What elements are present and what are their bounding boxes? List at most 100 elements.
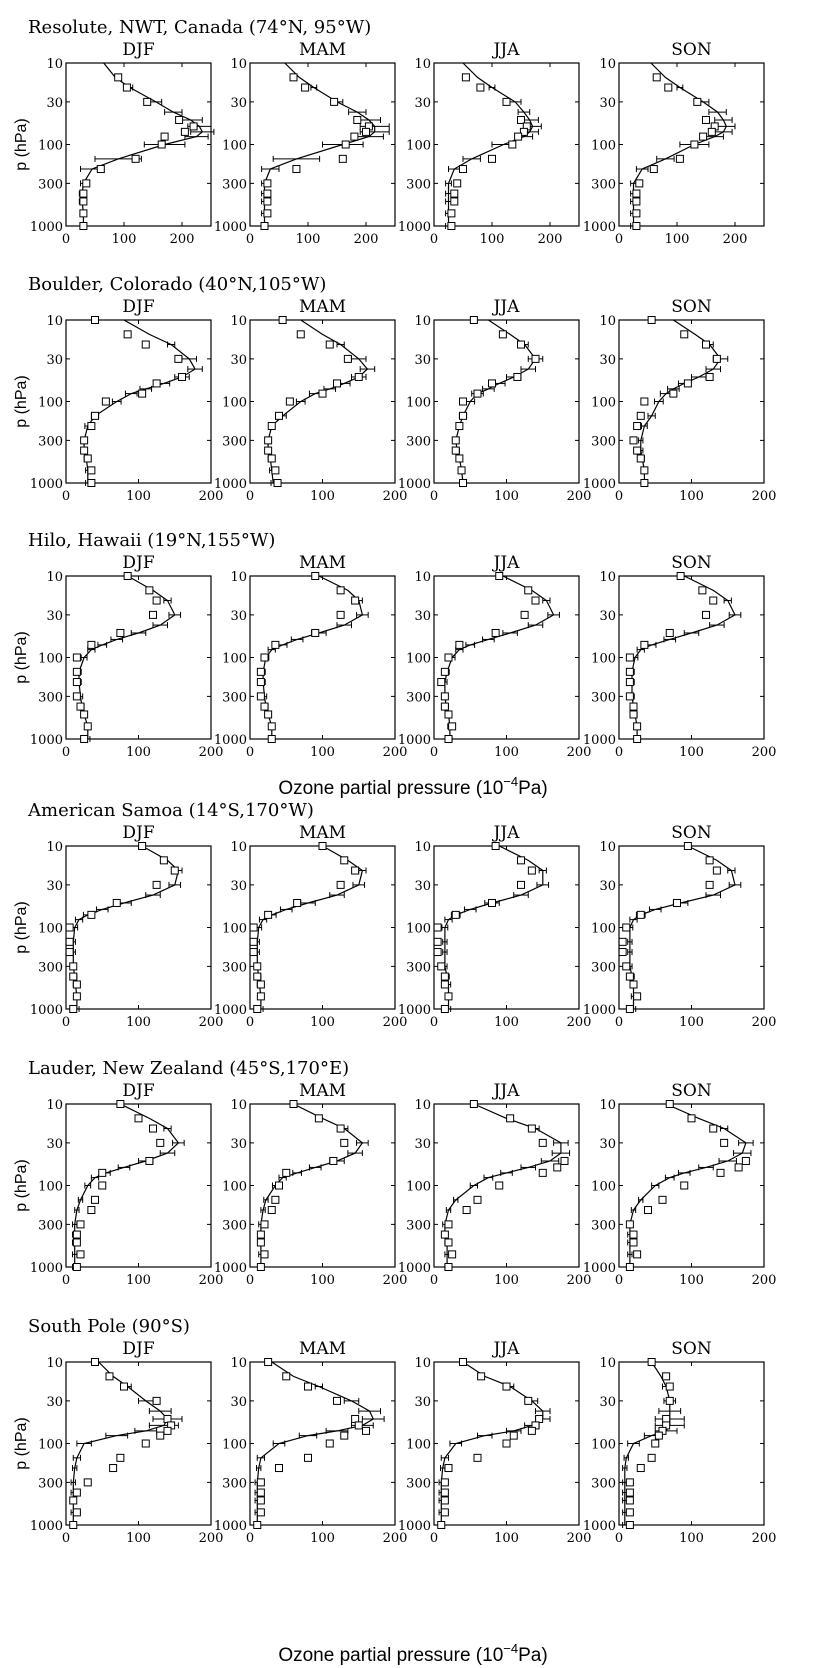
x-tick-label: 200 [199, 1015, 224, 1030]
observation-point [116, 628, 125, 637]
y-tick-label: 100 [222, 652, 247, 667]
season-title: MAM [299, 297, 346, 317]
y-tick-label: 300 [38, 1476, 63, 1491]
observation-point [253, 962, 262, 971]
observation-point [716, 1168, 725, 1177]
station-row: Hilo, Hawaii (19°N,155°W) p (hPa) DJF 10 30 1… [13, 530, 776, 760]
observation-point [440, 1005, 449, 1013]
observation-point [91, 411, 99, 420]
x-tick-label: 0 [430, 745, 438, 760]
y-tick-label: 30 [230, 879, 247, 894]
observation-point [665, 1382, 674, 1391]
season-title: SON [671, 1081, 712, 1101]
season-title: JJA [492, 297, 521, 317]
model-profile-line [267, 319, 369, 484]
observation-point [625, 692, 634, 701]
x-axis-label: Ozone partial pressure (10−4Pa) [278, 1641, 547, 1666]
observation-point [629, 436, 638, 445]
y-tick-label: 1000 [583, 733, 616, 748]
y-tick-label: 300 [222, 177, 247, 192]
observation-point [687, 1114, 696, 1123]
x-tick-label: 200 [383, 745, 408, 760]
observation-point [448, 722, 457, 731]
observation-point [263, 209, 272, 218]
station-title: Boulder, Colorado (40°N,105°W) [28, 274, 326, 295]
observation-point [709, 1124, 718, 1133]
observation-point [256, 1488, 265, 1497]
x-tick-label: 100 [310, 489, 335, 504]
observation-point [256, 1508, 265, 1517]
observation-point [450, 197, 459, 206]
x-tick-label: 200 [383, 489, 408, 504]
observation-point [440, 972, 449, 981]
observation-point [69, 962, 78, 971]
x-tick-label: 100 [310, 745, 335, 760]
y-tick-label: 30 [46, 879, 63, 894]
observation-point [702, 610, 710, 619]
observation-point [96, 165, 105, 174]
observation-point [437, 678, 446, 687]
observation-point [702, 340, 710, 349]
observation-point [116, 1453, 125, 1462]
observation-point [625, 1005, 634, 1013]
y-tick-label: 300 [591, 177, 616, 192]
observation-point [98, 1168, 107, 1177]
observation-point [278, 316, 287, 324]
observation-point [453, 179, 462, 188]
observation-point [260, 702, 269, 711]
y-tick-label: 30 [414, 609, 431, 624]
observation-point [633, 422, 642, 431]
observation-point [263, 189, 272, 198]
x-tick-label: 0 [430, 1273, 438, 1288]
observation-point [712, 354, 721, 363]
x-tick-label: 200 [199, 745, 224, 760]
y-tick-label: 100 [591, 1438, 616, 1453]
plot-frame [249, 1103, 396, 1268]
observation-point [618, 948, 627, 957]
x-tick-label: 100 [126, 1531, 151, 1546]
observation-point [350, 132, 359, 141]
observation-point [304, 1382, 312, 1391]
observation-point [629, 710, 638, 719]
observation-point [91, 1195, 99, 1204]
observation-point [636, 910, 645, 919]
observation-point [538, 1168, 547, 1177]
model-profile-line [631, 575, 736, 739]
y-tick-label: 10 [46, 57, 63, 72]
observation-point [455, 640, 464, 649]
observation-point [506, 1114, 515, 1123]
x-tick-label: 100 [679, 1531, 704, 1546]
season-title: SON [671, 553, 712, 573]
y-tick-label: 1000 [214, 1519, 247, 1534]
observation-point [120, 1382, 128, 1391]
observation-point [622, 923, 631, 932]
observation-point [665, 1396, 674, 1405]
observation-point [705, 856, 714, 865]
season-title: DJF [122, 553, 154, 573]
observation-point [160, 132, 169, 141]
x-tick-label: 0 [246, 489, 254, 504]
y-tick-label: 300 [406, 177, 431, 192]
observation-point [138, 389, 147, 398]
observation-point [80, 446, 89, 455]
x-tick-label: 200 [752, 1531, 777, 1546]
y-tick-label: 1000 [214, 733, 247, 748]
y-tick-label: 100 [406, 1438, 431, 1453]
x-tick-label: 0 [430, 1015, 438, 1030]
y-tick-label: 300 [222, 960, 247, 975]
observation-point [112, 898, 121, 907]
observation-point [444, 653, 453, 662]
season-title: MAM [299, 40, 346, 60]
y-tick-label: 1000 [583, 1261, 616, 1276]
y-tick-label: 30 [414, 1395, 431, 1410]
x-tick-label: 200 [752, 1273, 777, 1288]
observation-point [72, 678, 81, 687]
